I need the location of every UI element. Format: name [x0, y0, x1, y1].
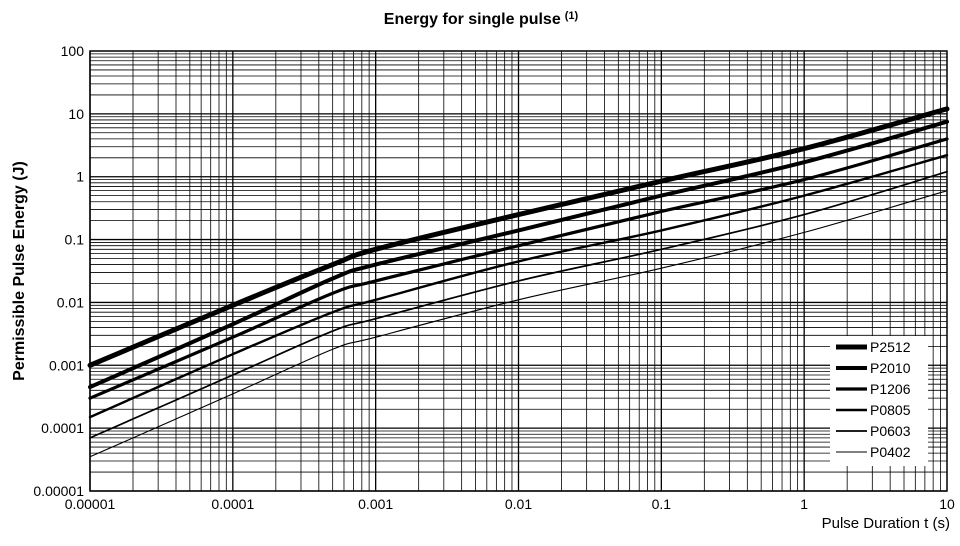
legend-label-p2010: P2010	[870, 360, 911, 376]
plot-frame	[89, 50, 948, 492]
x-tick-label: 1	[800, 496, 808, 512]
chart-title-superscript: (1)	[565, 10, 579, 22]
y-tick-label: 0.1	[65, 232, 85, 248]
x-tick-label: 0.001	[358, 496, 393, 512]
legend-box	[830, 336, 928, 466]
y-tick-label: 0.001	[49, 357, 84, 373]
x-axis-label: Pulse Duration t (s)	[822, 515, 950, 532]
series-line-p0402	[89, 190, 948, 458]
legend: P2512 P2010 P1206 P0805 P0603 P0402	[830, 336, 928, 466]
y-tick-label: 0.00001	[33, 483, 84, 499]
series-line-p2010	[88, 119, 949, 390]
legend-label-p2512: P2512	[870, 339, 911, 355]
x-tick-label: 0.1	[652, 496, 672, 512]
x-tick-labels: 0.00001 0.0001 0.001 0.01 0.1 1 10	[65, 496, 955, 512]
legend-label-p1206: P1206	[870, 381, 911, 397]
x-tick-label: 0.01	[505, 496, 532, 512]
y-tick-label: 10	[68, 106, 84, 122]
legend-label-p0603: P0603	[870, 423, 911, 439]
series-line-p1206	[88, 137, 949, 400]
y-tick-label: 1	[76, 169, 84, 185]
y-tick-label: 100	[61, 43, 85, 59]
series-line-p0603	[89, 170, 948, 439]
chart-title: Energy for single pulse (1)	[384, 10, 579, 28]
x-tick-label: 10	[939, 496, 955, 512]
series-line-p2512	[87, 106, 950, 368]
y-tick-labels: 0.00001 0.0001 0.001 0.01 0.1 1 10 100	[33, 43, 84, 499]
legend-label-p0402: P0402	[870, 444, 911, 460]
y-tick-label: 0.0001	[41, 420, 84, 436]
x-tick-label: 0.0001	[211, 496, 254, 512]
chart-title-main: Energy for single pulse	[384, 11, 561, 28]
series-lines	[87, 106, 950, 458]
series-line-p0805	[88, 154, 949, 419]
legend-label-p0805: P0805	[870, 402, 911, 418]
y-tick-label: 0.01	[57, 294, 84, 310]
x-tick-label: 0.00001	[65, 496, 116, 512]
y-axis-label: Permissible Pulse Energy (J)	[11, 161, 28, 381]
